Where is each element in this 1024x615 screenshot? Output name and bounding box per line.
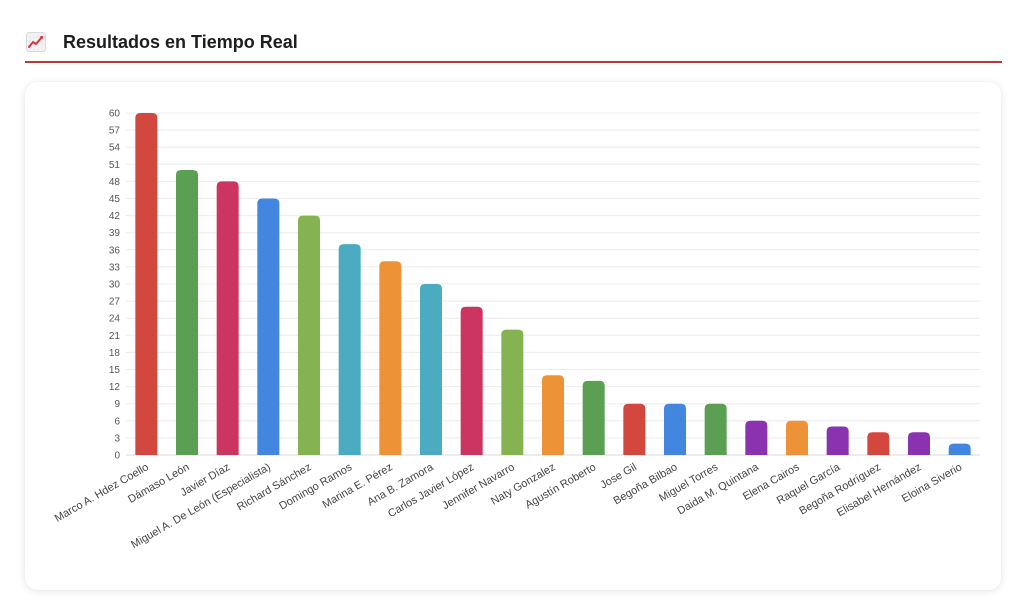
y-tick-label: 3: [114, 433, 120, 444]
y-tick-label: 39: [109, 228, 121, 239]
y-tick-label: 30: [109, 280, 121, 291]
chart-increasing-icon: [26, 32, 46, 52]
bar[interactable]: [135, 113, 158, 455]
y-tick-label: 48: [109, 177, 121, 188]
bar[interactable]: [176, 170, 198, 455]
bar[interactable]: [786, 420, 808, 455]
bar[interactable]: [379, 261, 402, 455]
bar[interactable]: [867, 432, 890, 455]
bar[interactable]: [542, 375, 564, 455]
bar[interactable]: [298, 215, 320, 455]
bar[interactable]: [826, 426, 849, 456]
y-tick-label: 21: [109, 331, 121, 342]
y-tick-label: 36: [109, 245, 121, 256]
bar-chart: 03691215182124273033363942454851545760Ma…: [53, 109, 980, 551]
x-tick-label: Agustín Roberto: [523, 461, 598, 511]
bar[interactable]: [704, 403, 727, 455]
page-header: Resultados en Tiempo Real: [25, 22, 1001, 62]
bar[interactable]: [908, 432, 930, 455]
y-tick-label: 24: [109, 314, 121, 325]
bar[interactable]: [501, 329, 524, 455]
bar[interactable]: [623, 403, 646, 455]
bar[interactable]: [257, 198, 280, 456]
y-tick-label: 60: [109, 109, 121, 120]
page-title: Resultados en Tiempo Real: [63, 31, 298, 52]
y-tick-label: 12: [109, 382, 121, 393]
y-tick-label: 45: [109, 194, 121, 205]
y-tick-label: 18: [109, 348, 121, 359]
y-tick-label: 54: [109, 143, 121, 154]
header-divider: [25, 61, 1002, 63]
bar[interactable]: [745, 420, 768, 455]
bar[interactable]: [948, 443, 971, 455]
y-tick-label: 51: [109, 160, 121, 171]
y-tick-label: 42: [109, 211, 121, 222]
bar[interactable]: [216, 181, 239, 455]
bar[interactable]: [460, 306, 483, 455]
y-tick-label: 0: [114, 451, 120, 462]
y-tick-label: 27: [109, 297, 121, 308]
y-tick-label: 33: [109, 262, 121, 273]
bar[interactable]: [338, 244, 361, 455]
x-tick-label: Marina E. Pérez: [321, 461, 395, 511]
chart-card: 0 3 6 9 12 15 18 21 24 27 30 33 36 39 42 45 48 51 54 57 60 Ma…: [25, 82, 1001, 590]
y-tick-label: 57: [109, 126, 121, 137]
bar[interactable]: [664, 403, 686, 455]
bar[interactable]: [582, 380, 605, 455]
y-tick-label: 9: [114, 399, 120, 410]
y-tick-label: 15: [109, 365, 121, 376]
bars: [135, 113, 971, 456]
y-tick-label: 6: [114, 416, 120, 427]
bar[interactable]: [420, 284, 442, 455]
